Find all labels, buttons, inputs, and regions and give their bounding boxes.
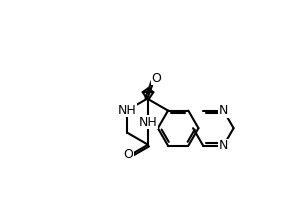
Text: NH: NH [139,116,158,129]
Text: O: O [152,72,161,85]
Text: N: N [219,104,228,117]
Text: NH: NH [118,104,137,117]
Text: O: O [123,148,133,161]
Text: N: N [219,139,228,152]
